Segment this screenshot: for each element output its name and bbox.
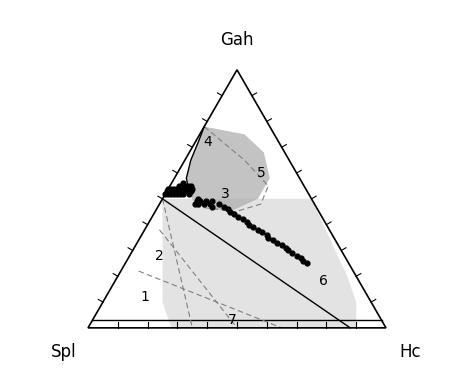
Point — [172, 188, 180, 194]
Point — [189, 186, 196, 192]
Point — [180, 180, 187, 186]
Point — [230, 211, 238, 217]
Point — [171, 191, 178, 197]
Point — [180, 186, 187, 192]
Point — [299, 258, 306, 264]
Point — [178, 183, 186, 189]
Point — [269, 237, 276, 243]
Point — [169, 188, 177, 194]
Text: 1: 1 — [140, 290, 149, 304]
Text: 3: 3 — [221, 187, 229, 201]
Point — [264, 234, 272, 240]
Point — [278, 242, 285, 248]
Point — [244, 219, 251, 225]
Point — [191, 201, 199, 207]
Point — [171, 186, 178, 192]
Point — [181, 188, 189, 194]
Point — [273, 240, 281, 246]
Point — [297, 255, 305, 261]
Point — [177, 186, 184, 192]
Polygon shape — [88, 199, 356, 328]
Point — [288, 250, 296, 256]
Point — [187, 188, 195, 194]
Text: 5: 5 — [256, 166, 265, 180]
Point — [202, 198, 210, 204]
Point — [226, 209, 233, 215]
Text: Hc: Hc — [399, 343, 420, 361]
Point — [163, 188, 171, 194]
Point — [235, 214, 242, 220]
Point — [173, 191, 181, 197]
Text: Gah: Gah — [220, 31, 254, 49]
Point — [175, 188, 182, 194]
Point — [250, 224, 257, 230]
Point — [254, 227, 262, 233]
Point — [164, 186, 172, 192]
Point — [178, 188, 186, 194]
Point — [162, 191, 169, 197]
Point — [166, 188, 174, 194]
Point — [193, 198, 201, 204]
Point — [284, 248, 292, 254]
Point — [224, 206, 232, 212]
Text: Spl: Spl — [51, 343, 77, 361]
Point — [185, 191, 193, 197]
Point — [184, 183, 191, 189]
Point — [215, 201, 223, 207]
Point — [220, 204, 228, 210]
Point — [168, 186, 175, 192]
Point — [182, 186, 190, 192]
Point — [184, 188, 191, 194]
Point — [208, 204, 216, 210]
Point — [303, 260, 311, 266]
Text: 2: 2 — [155, 249, 164, 263]
Point — [263, 232, 271, 238]
Point — [177, 191, 184, 197]
Point — [196, 198, 203, 204]
Point — [181, 183, 189, 189]
Point — [194, 196, 202, 202]
Point — [168, 191, 175, 197]
Point — [245, 222, 253, 228]
Point — [185, 186, 193, 192]
Text: 4: 4 — [203, 135, 211, 149]
Point — [180, 191, 187, 197]
Point — [258, 229, 266, 235]
Text: 6: 6 — [319, 274, 328, 288]
Polygon shape — [186, 127, 270, 212]
Point — [293, 253, 301, 259]
Text: 7: 7 — [228, 313, 237, 327]
Point — [206, 201, 214, 207]
Point — [164, 191, 172, 197]
Point — [187, 183, 195, 189]
Point — [201, 201, 208, 207]
Point — [208, 198, 216, 204]
Point — [175, 183, 182, 189]
Point — [239, 217, 247, 223]
Point — [194, 201, 202, 207]
Point — [283, 245, 290, 251]
Point — [173, 186, 181, 192]
